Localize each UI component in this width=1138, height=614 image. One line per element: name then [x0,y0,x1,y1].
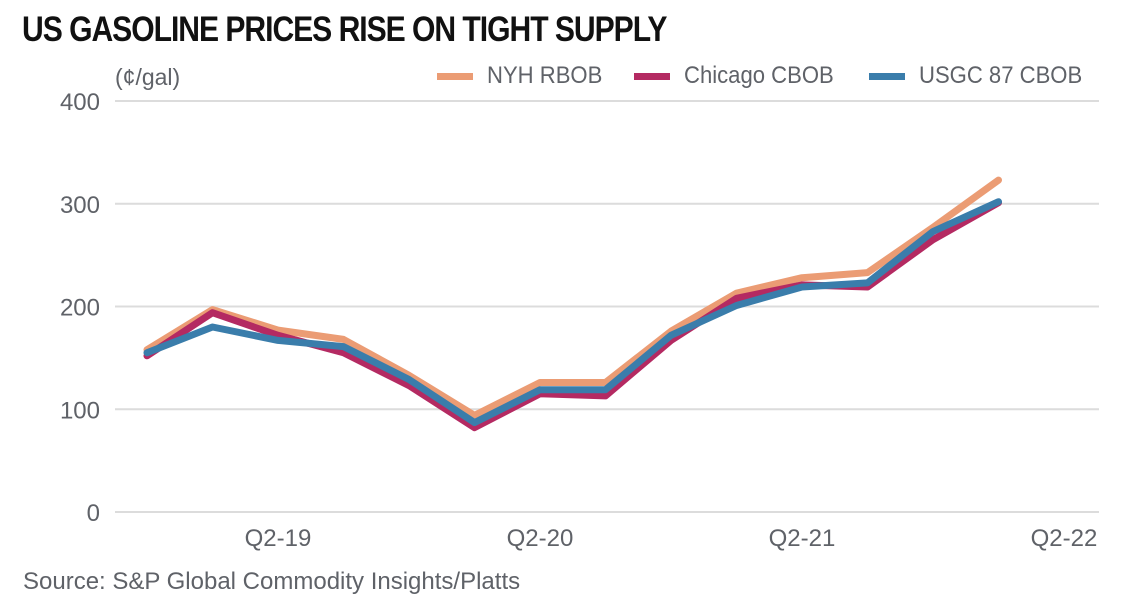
x-tick-label: Q2-21 [769,525,836,552]
legend-item-chicago-cbob: Chicago CBOB [633,62,847,90]
legend-label: USGC 87 CBOB [918,62,1082,89]
legend-swatch-nyh-rbob [436,72,473,80]
x-tick-label: Q2-22 [1031,525,1098,552]
legend-swatch-usgc-87-cbob [868,72,905,80]
x-tick-label: Q2-19 [245,525,312,552]
legend: NYH RBOB Chicago CBOB USGC 87 CBOB [436,62,1097,90]
y-axis-unit-label: (¢/gal) [115,64,181,90]
y-axis-ticks: 0 100 200 300 400 [60,89,100,527]
source-note: Source: S&P Global Commodity Insights/Pl… [23,568,521,595]
legend-label: Chicago CBOB [683,62,834,89]
chart-title: US GASOLINE PRICES RISE ON TIGHT SUPPLY [22,10,667,49]
legend-label: NYH RBOB [486,62,602,89]
series-line-chicago-cbob [143,199,1002,432]
y-tick-label: 300 [60,192,100,219]
series-lines [143,176,1002,432]
legend-item-usgc-87-cbob: USGC 87 CBOB [868,62,1096,90]
y-tick-label: 100 [60,397,100,424]
gridlines [115,100,1099,513]
legend-item-nyh-rbob: NYH RBOB [436,62,612,90]
series-line-nyh-rbob [143,176,1002,419]
y-tick-label: 400 [60,89,100,116]
y-tick-label: 0 [87,500,100,527]
legend-swatch-chicago-cbob [633,72,670,80]
y-tick-label: 200 [60,295,100,322]
x-tick-label: Q2-20 [507,525,574,552]
series-line-usgc-87-cbob [143,198,1002,427]
x-axis-ticks: Q2-19 Q2-20 Q2-21 Q2-22 [245,525,1098,552]
